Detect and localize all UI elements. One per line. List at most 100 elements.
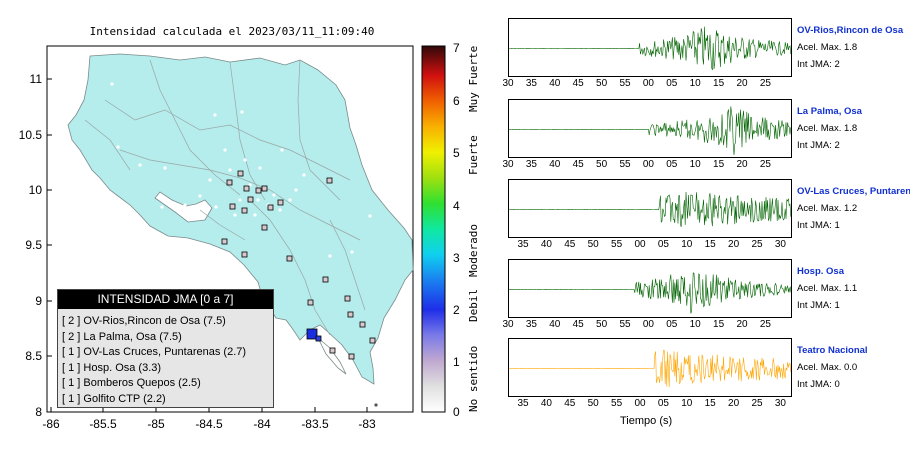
station-name: OV-Las Cruces, Puntarenas [797, 186, 910, 197]
waveform-time-ticks: 35 40 45 50 55 00 05 10 15 20 25 30 [508, 239, 792, 251]
station-dots [110, 82, 372, 258]
y-tick: 8 [35, 405, 42, 419]
cbar-tick: 0 [453, 405, 460, 419]
time-tick: 35 [517, 239, 529, 250]
intensity-colorbar [421, 45, 446, 413]
station-info: OV-Rios,Rincon de Osa Acel. Max. 1.8 Int J… [797, 25, 910, 73]
time-tick: 30 [502, 159, 514, 170]
time-tick: 15 [713, 319, 725, 330]
max-acceleration: Acel. Max. 1.1 [797, 283, 858, 294]
legend-row: [ 2 ] La Palma, Osa (7.5) [62, 330, 182, 343]
legend-row: [ 2 ] OV-Rios,Rincon de Osa (7.5) [62, 315, 226, 327]
time-tick: 20 [736, 78, 748, 89]
time-tick: 35 [525, 78, 537, 89]
gulf-of-nicoya [154, 191, 213, 223]
waveform-panel [508, 18, 792, 77]
intensity-legend: INTENSIDAD JMA [0 a 7] [ 2 ] OV-Rios,Rin… [57, 289, 274, 408]
y-tick: 11 [30, 72, 43, 86]
time-tick: 45 [572, 159, 584, 170]
station-name: OV-Rios,Rincon de Osa [797, 25, 904, 36]
time-tick: 30 [774, 398, 786, 409]
station-info: Hosp. Osa Acel. Max. 1.1 Int JMA: 1 [797, 266, 910, 314]
time-tick: 45 [564, 398, 576, 409]
max-acceleration: Acel. Max. 1.8 [797, 123, 858, 134]
cbar-label: No sentido [467, 346, 480, 412]
cbar-tick: 6 [453, 94, 460, 108]
cbar-label: Debil [467, 289, 480, 322]
time-tick: 10 [689, 78, 701, 89]
waveform-trace [509, 191, 792, 227]
waveform-trace [509, 349, 792, 388]
time-axis-label: Tiempo (s) [620, 415, 673, 427]
time-tick: 10 [689, 319, 701, 330]
waveform-panel [508, 179, 792, 238]
jma-intensity: Int JMA: 2 [797, 59, 840, 70]
jma-intensity: Int JMA: 2 [797, 140, 840, 151]
time-tick: 40 [549, 159, 561, 170]
cbar-label: Fuerte [467, 135, 480, 175]
time-tick: 05 [666, 159, 678, 170]
cbar-tick: 1 [453, 355, 460, 369]
max-intensity-station [306, 328, 318, 340]
y-tick: 10.5 [19, 128, 43, 142]
time-tick: 40 [540, 239, 552, 250]
cbar-label: Muy Fuerte [467, 46, 480, 112]
time-tick: 00 [642, 319, 654, 330]
waveform-panel [508, 338, 792, 397]
waveform-time-ticks: 35 40 45 50 55 00 05 10 15 20 25 30 [508, 398, 792, 410]
time-tick: 40 [549, 78, 561, 89]
time-tick: 50 [587, 398, 599, 409]
costa-rica-landmass [67, 53, 414, 385]
time-tick: 20 [728, 398, 740, 409]
time-tick: 45 [572, 78, 584, 89]
colorbar-labels: Muy Fuerte Fuerte Moderado Debil No sent… [467, 46, 480, 412]
y-tick: 9.5 [25, 238, 42, 252]
time-tick: 05 [666, 78, 678, 89]
cbar-tick: 4 [453, 199, 460, 213]
x-tick: -86 [42, 417, 60, 431]
time-tick: 20 [736, 319, 748, 330]
time-tick: 10 [681, 239, 693, 250]
time-tick: 00 [642, 159, 654, 170]
map-y-axis: 11 10.5 10 9.5 9 8.5 8 [19, 72, 43, 419]
time-tick: 20 [736, 159, 748, 170]
x-tick: -85 [147, 417, 165, 431]
legend-row: [ 1 ] OV-Las Cruces, Puntarenas (2.7) [62, 346, 247, 358]
time-tick: 00 [634, 239, 646, 250]
time-tick: 40 [540, 398, 552, 409]
time-tick: 15 [713, 159, 725, 170]
time-tick: 55 [611, 398, 623, 409]
time-tick: 50 [596, 319, 608, 330]
station-info: Teatro Nacional Acel. Max. 0.0 Int JMA: 0 [797, 345, 910, 393]
x-tick: -84 [253, 417, 271, 431]
legend-row: [ 1 ] Golfito CTP (2.2) [62, 392, 166, 405]
waveform-panel [508, 259, 792, 318]
time-tick: 55 [619, 159, 631, 170]
time-tick: 35 [517, 398, 529, 409]
cbar-label: Moderado [467, 224, 480, 277]
time-tick: 15 [704, 239, 716, 250]
time-tick: 35 [525, 159, 537, 170]
max-acceleration: Acel. Max. 0.0 [797, 362, 858, 373]
max-acceleration: Acel. Max. 1.8 [797, 42, 858, 53]
x-tick: -83.5 [301, 417, 329, 431]
time-tick: 45 [572, 319, 584, 330]
jma-intensity: Int JMA: 1 [797, 220, 840, 231]
station-name: La Palma, Osa [797, 106, 862, 117]
map-title: Intensidad calculada el 2023/03/11_11:09… [90, 25, 375, 38]
time-tick: 50 [596, 78, 608, 89]
time-tick: 35 [525, 319, 537, 330]
time-tick: 25 [759, 159, 771, 170]
x-tick: -85.5 [89, 417, 117, 431]
waveform-trace [508, 106, 792, 156]
waveform-time-ticks: 30 35 40 45 50 55 00 05 10 15 20 25 [502, 159, 792, 171]
time-tick: 30 [502, 78, 514, 89]
waveform-trace [509, 26, 792, 71]
time-tick: 05 [666, 319, 678, 330]
x-tick: -84.5 [195, 417, 223, 431]
waveform-time-ticks: 30 35 40 45 50 55 00 05 10 15 20 25 [502, 319, 792, 331]
time-tick: 55 [619, 319, 631, 330]
legend-title: INTENSIDAD JMA [0 a 7] [58, 290, 273, 309]
waveform-panel [508, 99, 792, 158]
secondary-station [315, 335, 322, 342]
